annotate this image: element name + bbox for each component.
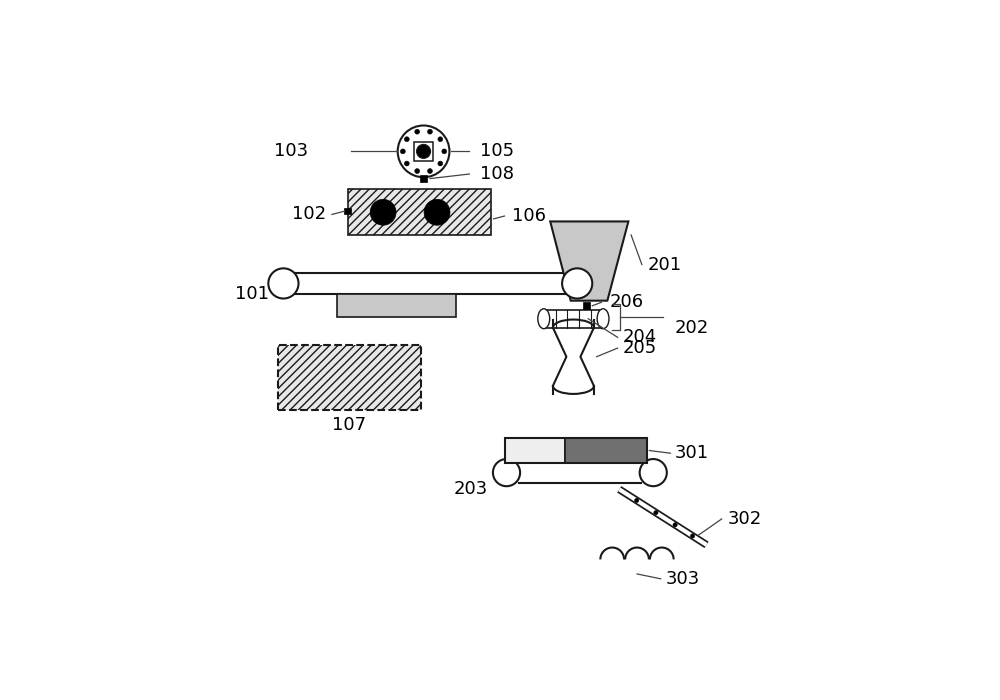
Circle shape	[400, 149, 405, 154]
Text: 108: 108	[480, 165, 514, 183]
Text: 202: 202	[674, 318, 708, 337]
Text: 103: 103	[274, 142, 308, 160]
Circle shape	[438, 161, 443, 166]
Text: 106: 106	[512, 207, 546, 225]
Text: 102: 102	[292, 205, 327, 223]
Text: 203: 203	[454, 480, 488, 498]
Circle shape	[493, 459, 520, 486]
Circle shape	[640, 459, 667, 486]
Bar	[278, 345, 421, 410]
Text: 107: 107	[332, 416, 366, 433]
Circle shape	[673, 523, 677, 527]
Circle shape	[398, 125, 449, 177]
Polygon shape	[550, 221, 628, 301]
Bar	[344, 208, 351, 214]
Text: 101: 101	[235, 285, 269, 303]
Circle shape	[415, 169, 420, 174]
Bar	[505, 438, 565, 463]
Circle shape	[562, 268, 592, 298]
Text: 303: 303	[666, 570, 700, 588]
Bar	[505, 438, 647, 463]
Bar	[544, 310, 603, 328]
Ellipse shape	[597, 309, 609, 329]
Circle shape	[442, 149, 447, 154]
Circle shape	[635, 498, 639, 503]
Ellipse shape	[538, 309, 550, 329]
Circle shape	[428, 169, 432, 174]
Circle shape	[690, 534, 695, 538]
Bar	[348, 189, 491, 235]
Circle shape	[415, 130, 420, 134]
Text: 204: 204	[623, 328, 657, 346]
Bar	[565, 438, 647, 463]
Circle shape	[417, 144, 431, 158]
Circle shape	[438, 136, 443, 141]
Text: 302: 302	[728, 510, 762, 528]
Text: 105: 105	[480, 142, 514, 160]
Circle shape	[404, 161, 409, 166]
Bar	[583, 302, 590, 309]
Circle shape	[654, 510, 658, 514]
Text: 301: 301	[674, 444, 708, 462]
Circle shape	[424, 199, 450, 225]
Text: 201: 201	[647, 256, 681, 274]
Circle shape	[404, 136, 409, 141]
Bar	[337, 294, 456, 317]
Circle shape	[370, 199, 396, 225]
Circle shape	[268, 268, 299, 298]
Text: 205: 205	[623, 339, 657, 357]
Text: 206: 206	[610, 293, 644, 312]
Circle shape	[428, 130, 432, 134]
Bar	[420, 175, 427, 182]
Bar	[414, 142, 433, 160]
